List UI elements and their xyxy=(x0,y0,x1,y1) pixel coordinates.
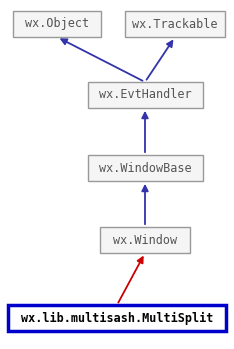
FancyBboxPatch shape xyxy=(88,82,202,108)
Text: wx.lib.multisash.MultiSplit: wx.lib.multisash.MultiSplit xyxy=(21,311,213,325)
Text: wx.WindowBase: wx.WindowBase xyxy=(99,162,191,174)
FancyBboxPatch shape xyxy=(100,227,190,253)
Text: wx.EvtHandler: wx.EvtHandler xyxy=(99,89,191,102)
Text: wx.Object: wx.Object xyxy=(25,17,89,30)
Text: wx.Trackable: wx.Trackable xyxy=(132,17,218,30)
FancyBboxPatch shape xyxy=(125,11,225,37)
FancyBboxPatch shape xyxy=(8,305,226,331)
FancyBboxPatch shape xyxy=(13,11,101,37)
Text: wx.Window: wx.Window xyxy=(113,233,177,246)
FancyBboxPatch shape xyxy=(88,155,202,181)
